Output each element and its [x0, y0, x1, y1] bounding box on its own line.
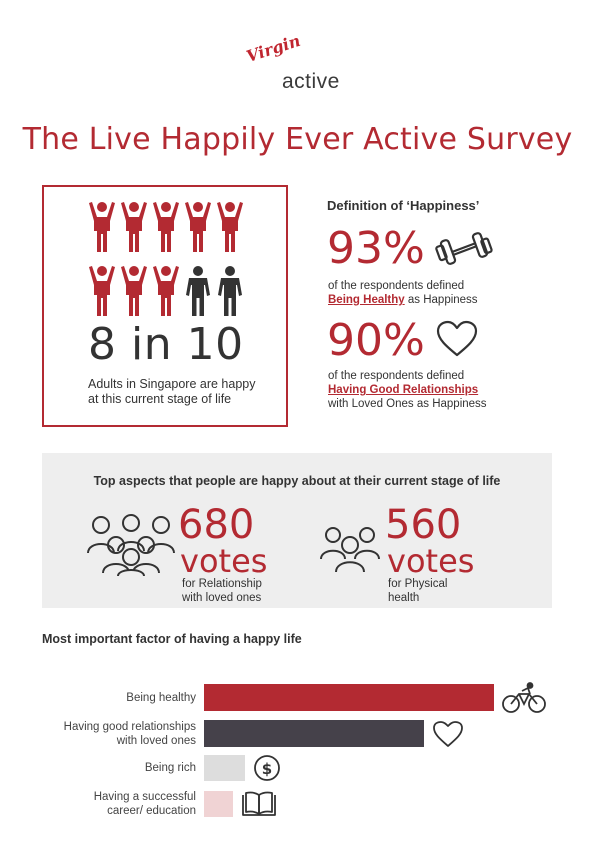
logo-script: Virgin	[244, 30, 303, 67]
virgin-active-logo: Virgin active	[244, 31, 354, 98]
relationships-desc-line: of the respondents defined	[328, 370, 465, 382]
health-votes-description: for Physical health	[388, 577, 447, 605]
bar	[204, 720, 425, 747]
eight-in-ten-stat: 8 in 10	[88, 319, 244, 370]
bar-label-line: Being healthy	[126, 691, 196, 704]
health-desc-line1: for Physical	[388, 578, 448, 590]
dollar-coin-icon: $	[253, 755, 280, 781]
happy-adults-panel: 8 in 10 Adults in Singapore are happy at…	[42, 185, 288, 427]
top-aspects-panel: Top aspects that people are happy about …	[42, 453, 552, 608]
page-title: The Live Happily Ever Active Survey	[22, 122, 573, 157]
being-healthy-highlight: Being Healthy	[328, 294, 405, 306]
bar-label: Having good relationships with loved ones	[36, 720, 196, 748]
healthy-desc-rest: as Happiness	[404, 294, 478, 306]
health-votes-unit: votes	[387, 542, 475, 580]
bar-label: Having a successful career/ education	[36, 790, 196, 818]
group-icon	[87, 514, 175, 577]
relationships-description: of the respondents defined Having Good R…	[328, 369, 487, 411]
healthy-description: of the respondents defined Being Healthy…	[328, 279, 478, 307]
relationship-votes-description: for Relationship with loved ones	[182, 577, 262, 605]
logo-word: active	[282, 70, 340, 93]
person-arms-up-icon	[217, 202, 243, 252]
dumbbell-icon	[435, 232, 493, 265]
bar	[204, 755, 245, 781]
bar-label-line: with loved ones	[116, 734, 196, 747]
person-standing-icon	[186, 266, 210, 316]
health-votes-number: 560	[385, 502, 462, 548]
healthy-percentage: 93%	[327, 223, 425, 274]
bar-label-line: Having a successful	[93, 791, 196, 803]
bar-label: Being rich	[36, 761, 196, 775]
top-aspects-heading: Top aspects that people are happy about …	[93, 474, 501, 488]
person-arms-up-icon	[153, 266, 179, 316]
relationship-desc-line1: for Relationship	[182, 578, 262, 590]
bar-label-line: Having good relationships	[63, 720, 196, 733]
healthy-desc-highlight-line: Being Healthy as Happiness	[328, 293, 478, 307]
person-arms-up-icon	[121, 202, 147, 252]
bar	[204, 791, 233, 817]
cycling-icon	[502, 681, 546, 719]
good-relationships-highlight: Having Good Relationships	[328, 384, 479, 396]
chart-title: Most important factor of having a happy …	[42, 632, 302, 646]
happy-adults-description: Adults in Singapore are happy at this cu…	[88, 377, 256, 406]
book-icon	[242, 791, 276, 816]
person-arms-up-icon	[153, 202, 179, 252]
healthy-desc-line: of the respondents defined	[328, 280, 465, 292]
relationships-percentage: 90%	[327, 315, 425, 366]
bar-label: Being healthy	[36, 691, 196, 705]
bar-label-line: career/ education	[107, 805, 196, 817]
person-arms-up-icon	[185, 202, 211, 252]
bar	[204, 684, 494, 711]
happiness-definition-heading: Definition of ‘Happiness’	[327, 198, 480, 213]
cycling-icon	[502, 681, 546, 713]
relationship-votes-unit: votes	[180, 542, 268, 580]
svg-text:$: $	[261, 760, 271, 778]
relationships-desc-rest: with Loved Ones as Happiness	[328, 398, 487, 410]
dollar-coin-icon: $	[253, 754, 281, 787]
person-arms-up-icon	[89, 266, 115, 316]
person-arms-up-icon	[121, 266, 147, 316]
health-desc-line2: health	[388, 592, 420, 604]
group-icon	[320, 527, 380, 573]
bar-label-line: Being rich	[144, 762, 196, 774]
relationship-votes-number: 680	[178, 502, 255, 548]
heart-icon	[436, 320, 478, 357]
heart-icon	[433, 720, 464, 747]
book-icon	[241, 791, 277, 822]
person-arms-up-icon	[89, 202, 115, 252]
person-standing-icon	[218, 266, 242, 316]
heart-icon	[432, 720, 464, 753]
relationship-desc-line2: with loved ones	[182, 592, 262, 604]
